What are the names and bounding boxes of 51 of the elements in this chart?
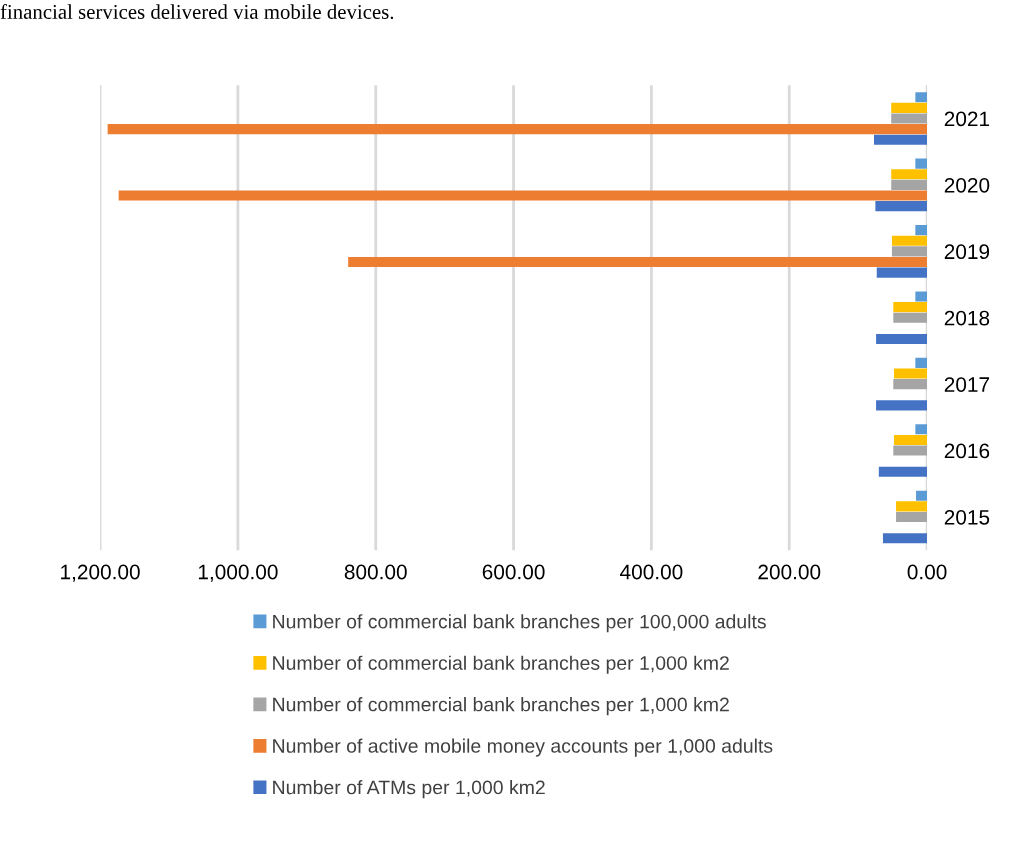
legend-label: Number of ATMs per 1,000 km2 xyxy=(273,780,545,799)
bar xyxy=(891,113,928,124)
legend-label: Number of commercial bank branches per 1,000 km2 xyxy=(273,697,729,716)
x-tick-label: 400.00 xyxy=(620,564,683,580)
bar xyxy=(891,179,928,190)
bar xyxy=(875,201,928,212)
text: financial services delivered via mobile devices. xyxy=(0,4,394,20)
bar xyxy=(915,92,928,103)
bar xyxy=(915,357,928,368)
legend-label: Number of commercial bank branches per 100,000 adults xyxy=(273,614,766,633)
bar xyxy=(876,400,928,411)
bar xyxy=(891,102,928,113)
bar xyxy=(107,124,928,135)
bar xyxy=(915,291,928,302)
bar xyxy=(916,490,928,501)
bar xyxy=(893,379,928,390)
bar xyxy=(915,424,928,435)
bar xyxy=(896,511,928,523)
y-tick-label: 2018 xyxy=(944,310,990,326)
legend-label: Number of active mobile money accounts per 1,000 adults xyxy=(273,738,773,757)
bar xyxy=(896,501,928,512)
x-tick-label: 200.00 xyxy=(758,564,821,580)
bar xyxy=(891,235,928,246)
y-tick-label: 2021 xyxy=(944,111,990,127)
bar xyxy=(348,256,928,267)
bar xyxy=(118,190,928,201)
x-tick-label: 1,200.00 xyxy=(61,564,140,582)
y-tick-label: 2020 xyxy=(944,177,990,193)
x-tick-label: 600.00 xyxy=(482,564,545,580)
bar xyxy=(874,134,928,145)
bar xyxy=(915,225,928,236)
bar xyxy=(893,434,928,445)
legend-label: Number of commercial bank branches per 1,000 km2 xyxy=(273,655,729,674)
bar xyxy=(893,445,928,456)
bar xyxy=(893,368,928,379)
x-tick-label: 800.00 xyxy=(344,564,407,580)
y-tick-label: 2016 xyxy=(944,443,990,459)
bar xyxy=(893,302,928,313)
x-tick-label: 1,000.00 xyxy=(198,564,278,582)
bar xyxy=(876,267,928,278)
y-tick-label: 2015 xyxy=(944,509,990,525)
y-tick-label: 2019 xyxy=(944,244,990,260)
bar xyxy=(878,466,928,477)
y-tick-label: 2017 xyxy=(944,377,990,392)
x-tick-label: 0.00 xyxy=(907,564,947,580)
bar xyxy=(893,312,928,323)
bar xyxy=(915,158,928,169)
bar xyxy=(891,246,928,257)
bar xyxy=(891,169,928,180)
bar xyxy=(882,533,928,544)
bar xyxy=(876,333,928,345)
